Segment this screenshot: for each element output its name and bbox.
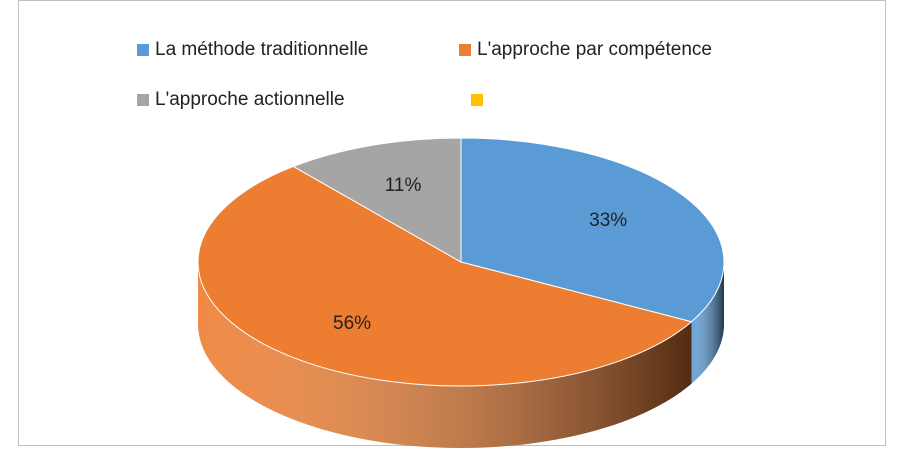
pie-slice [460, 137, 725, 323]
data-label: 33% [589, 210, 627, 231]
legend-swatch [137, 94, 149, 106]
pie-side-shade [198, 262, 692, 448]
legend-swatch [471, 94, 483, 106]
data-label: 11% [385, 175, 422, 196]
legend-label: L'approche actionnelle [155, 89, 345, 110]
legend-label: La méthode traditionnelle [155, 39, 368, 60]
legend-swatch [137, 44, 149, 56]
pie-slice [197, 165, 693, 387]
pie-slice [292, 137, 462, 263]
legend-label: L'approche par compétence [477, 39, 712, 60]
data-label: 56% [333, 313, 371, 334]
pie-side-shade [691, 262, 724, 384]
legend-swatch [459, 44, 471, 56]
